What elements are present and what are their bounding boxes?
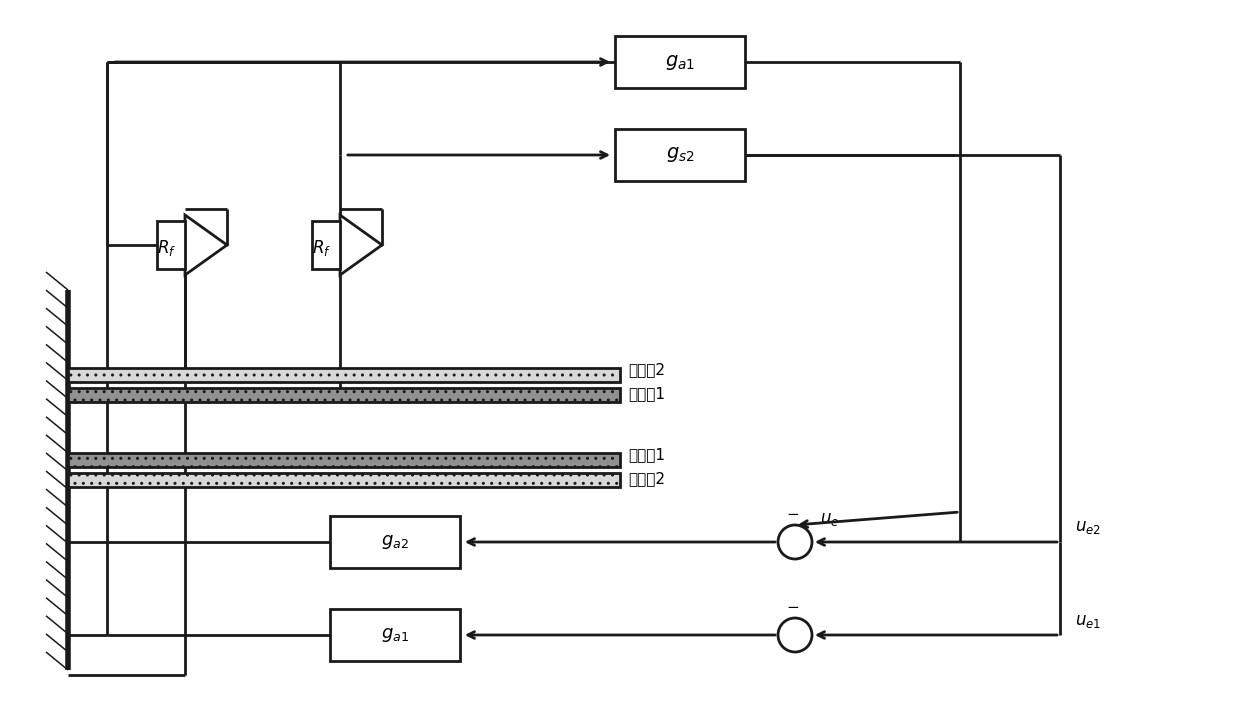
Bar [68, 453, 620, 467]
Text: 作动片2: 作动片2 [627, 471, 665, 486]
Circle shape [777, 618, 812, 652]
Polygon shape [185, 215, 227, 275]
Text: $u_{e1}$: $u_{e1}$ [1075, 613, 1101, 630]
Text: 测量片1: 测量片1 [627, 386, 665, 401]
Text: $R_f$: $R_f$ [157, 238, 176, 258]
Text: $-$: $-$ [786, 506, 800, 520]
Bar [157, 221, 185, 269]
Bar [68, 473, 620, 487]
Text: $R_f$: $R_f$ [312, 238, 331, 258]
Text: $-$: $-$ [786, 599, 800, 613]
Bar [68, 388, 620, 402]
Text: $g_{a2}$: $g_{a2}$ [381, 533, 409, 551]
Bar [312, 221, 340, 269]
Text: 测量片2: 测量片2 [627, 362, 665, 378]
Text: $u_e$: $u_e$ [820, 512, 839, 529]
Circle shape [777, 525, 812, 559]
Bar [68, 368, 620, 382]
Text: $g_{a1}$: $g_{a1}$ [665, 52, 696, 71]
Bar [615, 36, 745, 88]
Bar [330, 516, 460, 568]
Bar [330, 609, 460, 661]
Polygon shape [340, 215, 382, 275]
Text: 作动片1: 作动片1 [627, 447, 665, 462]
Text: $g_{a1}$: $g_{a1}$ [381, 626, 409, 644]
Bar [615, 129, 745, 181]
Text: $g_{s2}$: $g_{s2}$ [666, 145, 694, 165]
Text: $u_{e2}$: $u_{e2}$ [1075, 518, 1101, 536]
